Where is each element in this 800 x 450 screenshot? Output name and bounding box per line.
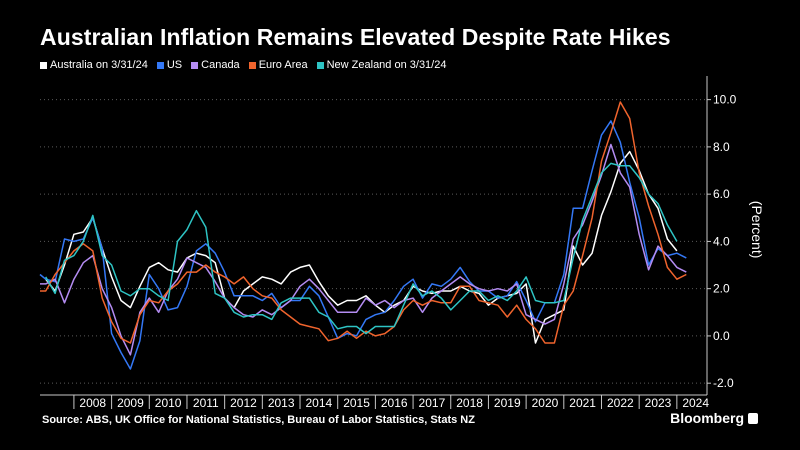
x-tick-label: 2010 [155,396,182,410]
brand-logo: Bloomberg [670,410,758,426]
x-tick-label: 2021 [569,396,596,410]
x-tick-label: 2023 [645,396,672,410]
brand-name: Bloomberg [670,410,744,426]
y-tick-label: 4.0 [713,234,730,248]
legend-label: US [166,59,183,71]
source-note: Source: ABS, UK Office for National Stat… [42,414,475,426]
y-tick-label: -2.0 [713,376,734,390]
bloomberg-icon [748,412,758,424]
y-tick-label: 8.0 [713,140,730,154]
legend-swatch [316,61,324,69]
x-tick-label: 2019 [494,396,521,410]
x-tick-label: 2024 [682,396,709,410]
x-tick-label: 2011 [193,396,219,410]
legend-label: Euro Area [258,59,308,71]
x-tick-label: 2022 [607,396,634,410]
x-tick-label: 2012 [230,396,257,410]
legend-item: Canada [191,59,240,71]
x-tick-label: 2014 [306,396,333,410]
legend-swatch [248,61,256,69]
legend-label: Australia on 3/31/24 [50,59,148,71]
x-tick-label: 2018 [456,396,483,410]
y-tick-label: 10.0 [713,93,737,107]
x-tick-label: 2020 [532,396,559,410]
y-tick-label: 0.0 [713,329,730,343]
x-tick-label: 2016 [381,396,408,410]
legend-label: New Zealand on 3/31/24 [326,59,447,71]
legend-label: Canada [201,59,240,71]
series-line-canada [40,143,687,356]
chart-title: Australian Inflation Remains Elevated De… [40,24,671,50]
x-tick-label: 2015 [343,396,370,410]
x-tick-label: 2013 [268,396,295,410]
legend-swatch [191,61,199,69]
y-tick-label: 2.0 [713,282,730,296]
x-tick-label: 2017 [419,396,446,410]
series-line-euro-area [40,101,687,344]
legend-item: Euro Area [248,59,308,71]
series-line-new-zealand-on-3-31-24 [45,162,678,335]
y-axis-title: (Percent) [749,201,765,259]
legend: Australia on 3/31/24 US Canada Euro Area New… [40,58,446,72]
x-tick-label: 2008 [79,396,106,410]
legend-item: New Zealand on 3/31/24 [316,59,447,71]
y-tick-label: 6.0 [713,187,730,201]
legend-swatch [40,61,47,69]
x-tick-label: 2009 [117,396,144,410]
legend-swatch [156,61,164,69]
legend-item: US [156,59,183,71]
legend-item: Australia on 3/31/24 [40,59,148,71]
series-line-australia-on-3-31-24 [45,150,678,344]
